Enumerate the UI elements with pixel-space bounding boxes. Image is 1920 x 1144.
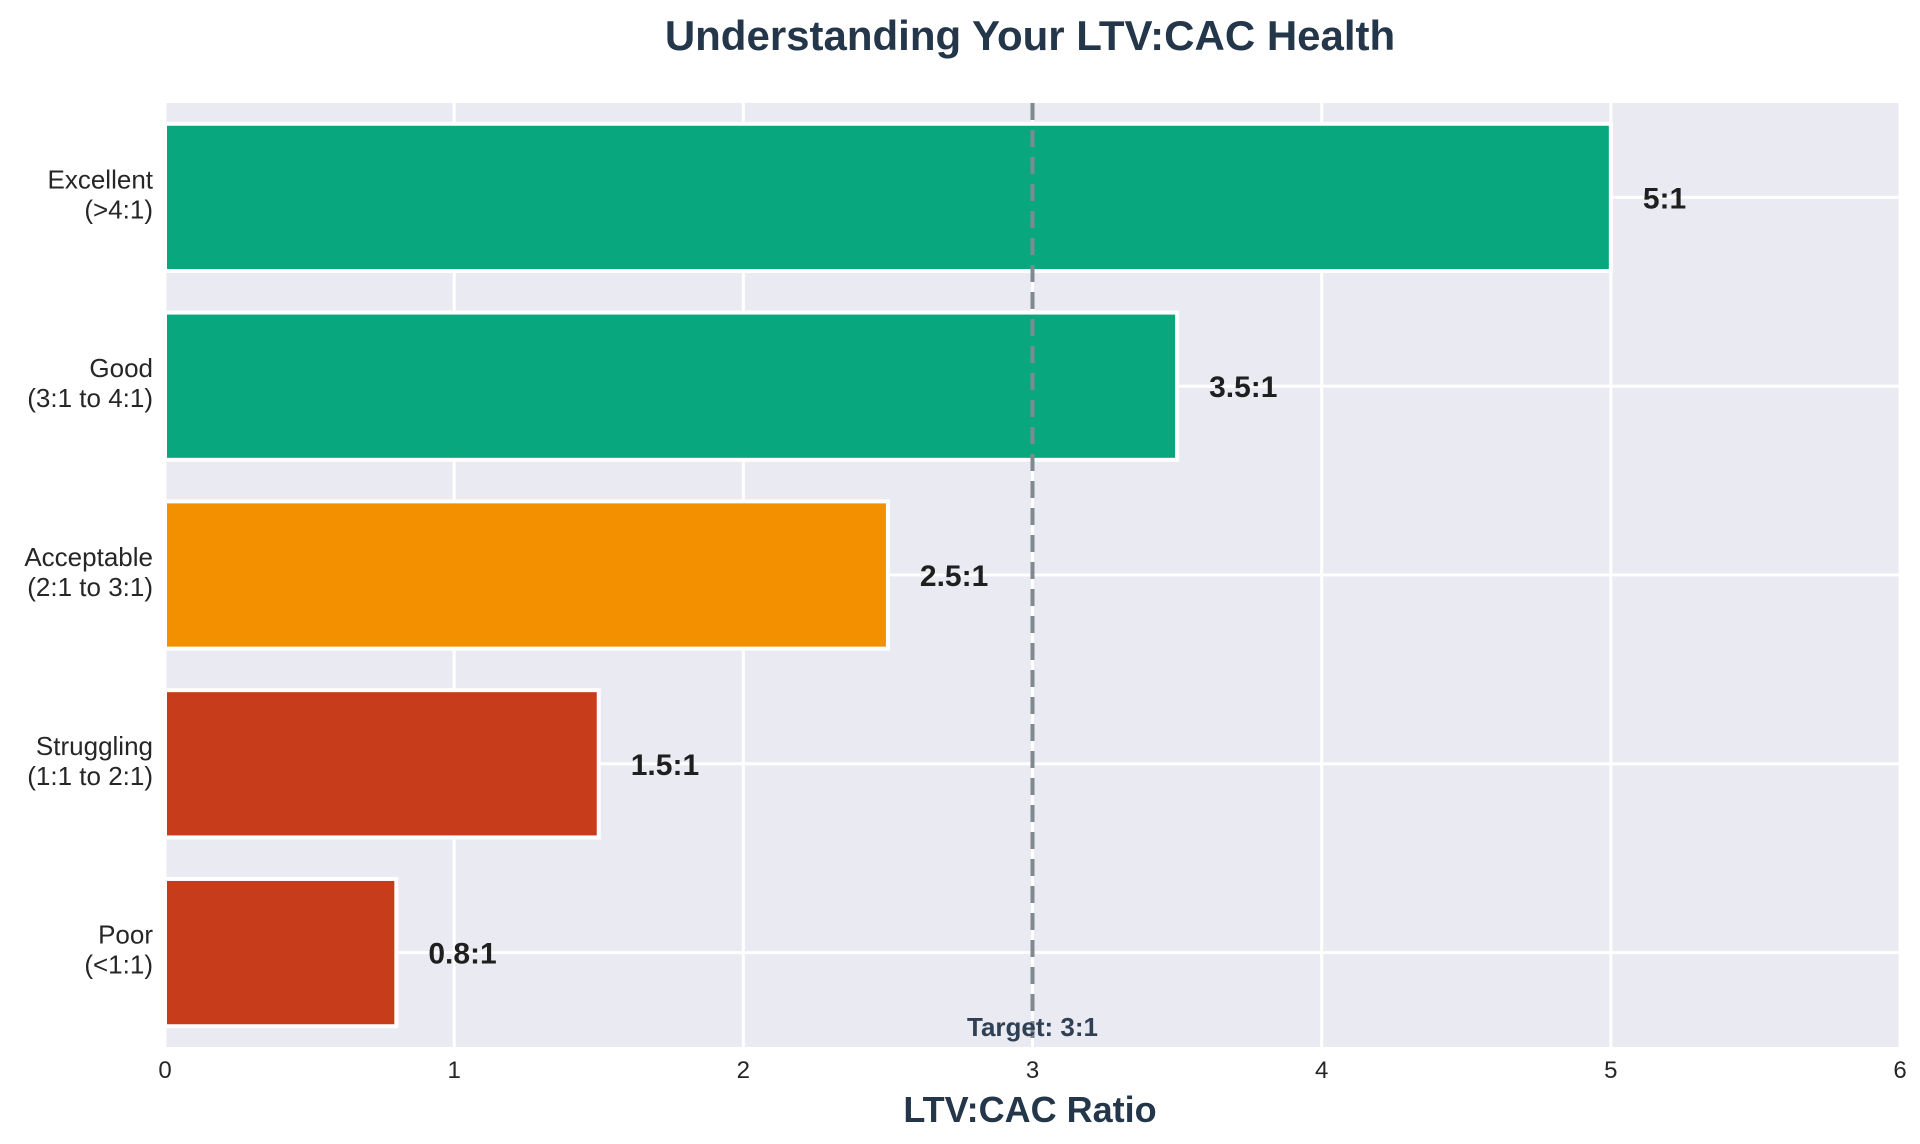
category-label: Excellent (>4:1)	[48, 164, 154, 224]
bar-poor	[163, 876, 399, 1029]
category-label-line: Excellent	[48, 164, 154, 194]
target-label: Target: 3:1	[967, 1012, 1098, 1042]
x-tick-label: 2	[737, 1057, 750, 1084]
category-label: Struggling (1:1 to 2:1)	[27, 731, 153, 791]
x-tick-label: 6	[1893, 1057, 1906, 1084]
category-label-line: (2:1 to 3:1)	[27, 572, 153, 602]
category-label-line: (3:1 to 4:1)	[27, 383, 153, 413]
category-label-line: Struggling	[36, 731, 153, 761]
chart-title: Understanding Your LTV:CAC Health	[665, 12, 1395, 59]
category-label: Good (3:1 to 4:1)	[27, 353, 153, 413]
bar-value-label: 1.5:1	[631, 749, 699, 782]
x-axis-label: LTV:CAC Ratio	[903, 1089, 1156, 1130]
category-label-line: Good	[89, 353, 153, 383]
category-label-line: (<1:1)	[84, 950, 153, 980]
category-label-line: (1:1 to 2:1)	[27, 761, 153, 791]
x-tick-label: 0	[158, 1057, 171, 1084]
plot-area: 0 1 2 3 4 5 6 Target: 3:1 5:1 Excellent (>4:1) 3.5:…	[24, 103, 1907, 1084]
bar-value-label: 5:1	[1643, 182, 1686, 215]
category-label: Poor (<1:1)	[84, 920, 153, 980]
bar-good	[163, 310, 1180, 462]
category-label-line: (>4:1)	[84, 194, 153, 224]
bar-value-label: 0.8:1	[428, 938, 496, 971]
category-label-line: Acceptable	[24, 542, 153, 572]
bar-struggling	[163, 688, 601, 840]
bar-value-label: 3.5:1	[1209, 371, 1277, 404]
category-label-line: Poor	[98, 920, 153, 950]
bar-value-label: 2.5:1	[920, 560, 988, 593]
bar-acceptable	[163, 499, 890, 651]
bar-excellent	[163, 121, 1613, 274]
x-tick-label: 3	[1026, 1057, 1039, 1084]
x-tick-label: 5	[1604, 1057, 1617, 1084]
category-label: Acceptable (2:1 to 3:1)	[24, 542, 153, 602]
x-tick-label: 1	[447, 1057, 460, 1084]
x-tick-label: 4	[1315, 1057, 1328, 1084]
